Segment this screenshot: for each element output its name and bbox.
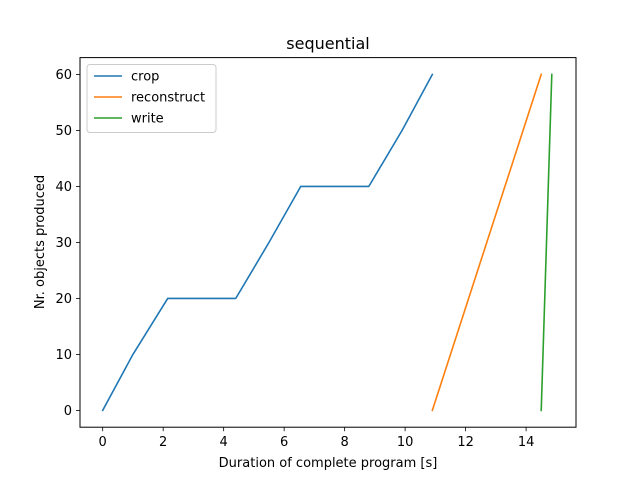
series-line-reconstruct [431, 73, 543, 412]
y-tick-label: 0 [64, 404, 72, 419]
y-axis-label: Nr. objects produced [33, 175, 48, 309]
axes-frame [79, 57, 577, 428]
y-tick-label: 60 [55, 68, 72, 83]
x-tick-label: 0 [99, 435, 107, 450]
x-tick-label: 4 [220, 435, 228, 450]
series-line-crop [101, 73, 434, 412]
y-tick-label: 20 [55, 292, 72, 307]
legend: crop reconstruct write [86, 64, 217, 133]
legend-label-write: write [131, 112, 164, 127]
series-line-write [540, 73, 553, 412]
x-axis-ticks: 0 2 4 6 8 10 12 14 [99, 427, 535, 450]
x-tick-label: 8 [340, 435, 348, 450]
x-tick-label: 2 [159, 435, 167, 450]
y-tick-label: 10 [55, 348, 72, 363]
x-tick-label: 10 [397, 435, 414, 450]
y-tick-label: 30 [55, 236, 72, 251]
legend-box [86, 64, 217, 133]
y-tick-label: 50 [55, 124, 72, 139]
x-axis-label: Duration of complete program [s] [219, 456, 438, 471]
chart-title: sequential [286, 34, 369, 53]
y-axis-ticks: 0 10 20 30 40 50 60 [55, 68, 80, 419]
y-tick-label: 40 [55, 180, 72, 195]
x-tick-label: 14 [518, 435, 535, 450]
legend-label-crop: crop [131, 70, 159, 85]
series-layer [101, 73, 553, 412]
x-tick-label: 6 [280, 435, 288, 450]
x-tick-label: 12 [457, 435, 474, 450]
legend-label-reconstruct: reconstruct [131, 91, 205, 106]
